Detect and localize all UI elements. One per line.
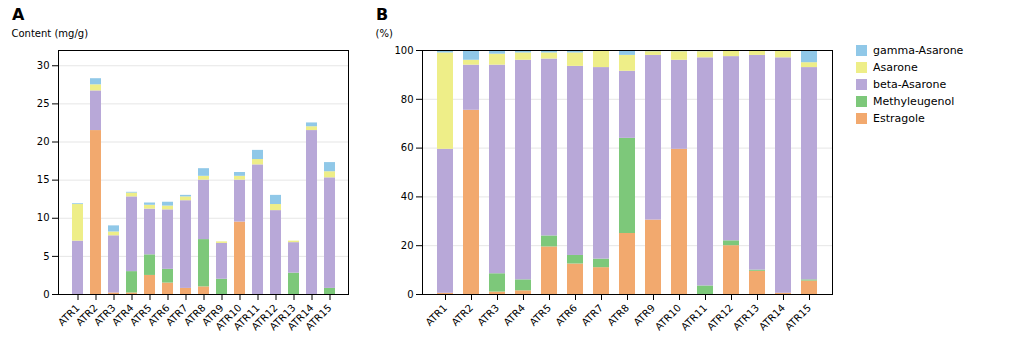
svg-text:20: 20 bbox=[401, 240, 414, 251]
svg-text:ATR6: ATR6 bbox=[553, 302, 579, 328]
svg-text:20: 20 bbox=[37, 136, 50, 147]
html-text:Methyleugenol: Methyleugenol bbox=[873, 95, 955, 108]
html-text:B: B bbox=[376, 5, 389, 24]
svg-text:ATR5: ATR5 bbox=[527, 302, 553, 328]
svg-text:ATR8: ATR8 bbox=[605, 302, 631, 328]
svg-text:10: 10 bbox=[37, 212, 50, 223]
html-text:Asarone: Asarone bbox=[873, 61, 918, 74]
svg-text:100: 100 bbox=[394, 45, 413, 56]
svg-text:25: 25 bbox=[37, 98, 50, 109]
svg-text:ATR11: ATR11 bbox=[231, 302, 262, 333]
svg-text:ATR1: ATR1 bbox=[423, 302, 449, 328]
svg-text:ATR4: ATR4 bbox=[501, 302, 527, 328]
svg-text:ATR12: ATR12 bbox=[249, 302, 280, 333]
html-text:A: A bbox=[12, 5, 25, 24]
svg-text:40: 40 bbox=[401, 191, 414, 202]
svg-text:ATR6: ATR6 bbox=[145, 302, 172, 328]
svg-text:ATR2: ATR2 bbox=[73, 302, 100, 328]
svg-text:ATR3: ATR3 bbox=[475, 302, 501, 328]
svg-text:ATR8: ATR8 bbox=[181, 302, 208, 328]
svg-text:ATR3: ATR3 bbox=[91, 302, 118, 328]
svg-text:ATR13: ATR13 bbox=[731, 302, 761, 332]
svg-text:ATR15: ATR15 bbox=[783, 302, 813, 332]
svg-text:ATR9: ATR9 bbox=[199, 302, 226, 328]
html-text:Estragole: Estragole bbox=[873, 112, 925, 125]
svg-text:0: 0 bbox=[43, 289, 49, 300]
svg-text:(%): (%) bbox=[376, 28, 393, 39]
svg-text:Content (mg/g): Content (mg/g) bbox=[12, 28, 89, 39]
svg-text:ATR15: ATR15 bbox=[303, 302, 333, 332]
svg-text:ATR14: ATR14 bbox=[285, 302, 316, 333]
svg-text:ATR2: ATR2 bbox=[449, 302, 475, 328]
svg-text:ATR13: ATR13 bbox=[267, 302, 298, 333]
html-text:gamma-Asarone: gamma-Asarone bbox=[873, 44, 964, 57]
svg-text:60: 60 bbox=[401, 142, 414, 153]
html-text:beta-Asarone: beta-Asarone bbox=[873, 78, 947, 91]
svg-text:30: 30 bbox=[37, 60, 50, 71]
svg-text:ATR7: ATR7 bbox=[163, 302, 190, 328]
svg-text:80: 80 bbox=[401, 94, 414, 105]
svg-text:ATR4: ATR4 bbox=[109, 302, 136, 328]
svg-text:ATR10: ATR10 bbox=[653, 302, 683, 332]
svg-text:ATR11: ATR11 bbox=[679, 302, 709, 332]
svg-text:5: 5 bbox=[43, 251, 49, 262]
svg-text:ATR7: ATR7 bbox=[579, 302, 605, 328]
svg-text:0: 0 bbox=[407, 289, 413, 300]
svg-text:ATR12: ATR12 bbox=[705, 302, 735, 332]
svg-text:15: 15 bbox=[37, 174, 50, 185]
svg-text:ATR14: ATR14 bbox=[757, 302, 787, 332]
svg-text:ATR9: ATR9 bbox=[631, 302, 658, 328]
svg-text:ATR1: ATR1 bbox=[55, 302, 82, 328]
svg-text:ATR5: ATR5 bbox=[127, 302, 154, 328]
svg-text:ATR10: ATR10 bbox=[213, 302, 244, 333]
